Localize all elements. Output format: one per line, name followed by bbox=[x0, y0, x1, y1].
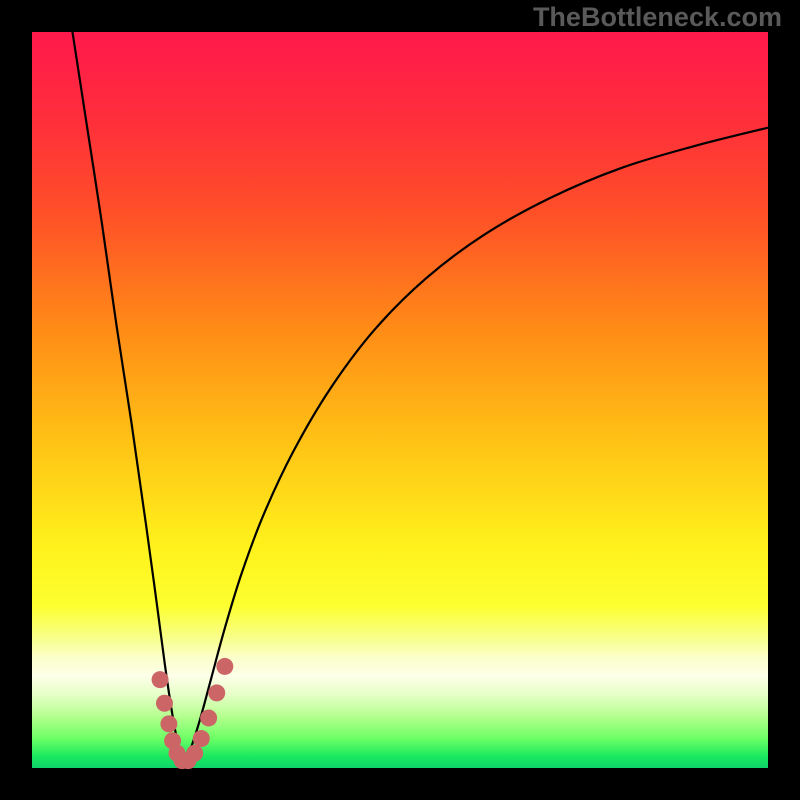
min-marker bbox=[152, 671, 169, 688]
min-marker bbox=[193, 730, 210, 747]
min-marker bbox=[186, 745, 203, 762]
min-marker bbox=[208, 684, 225, 701]
min-marker bbox=[200, 709, 217, 726]
min-marker bbox=[216, 658, 233, 675]
curve-right-branch bbox=[183, 128, 768, 763]
min-marker bbox=[156, 695, 173, 712]
watermark-text: TheBottleneck.com bbox=[533, 2, 782, 33]
curve-left-branch bbox=[72, 32, 182, 763]
min-marker bbox=[160, 715, 177, 732]
bottleneck-curve-svg bbox=[0, 0, 800, 800]
